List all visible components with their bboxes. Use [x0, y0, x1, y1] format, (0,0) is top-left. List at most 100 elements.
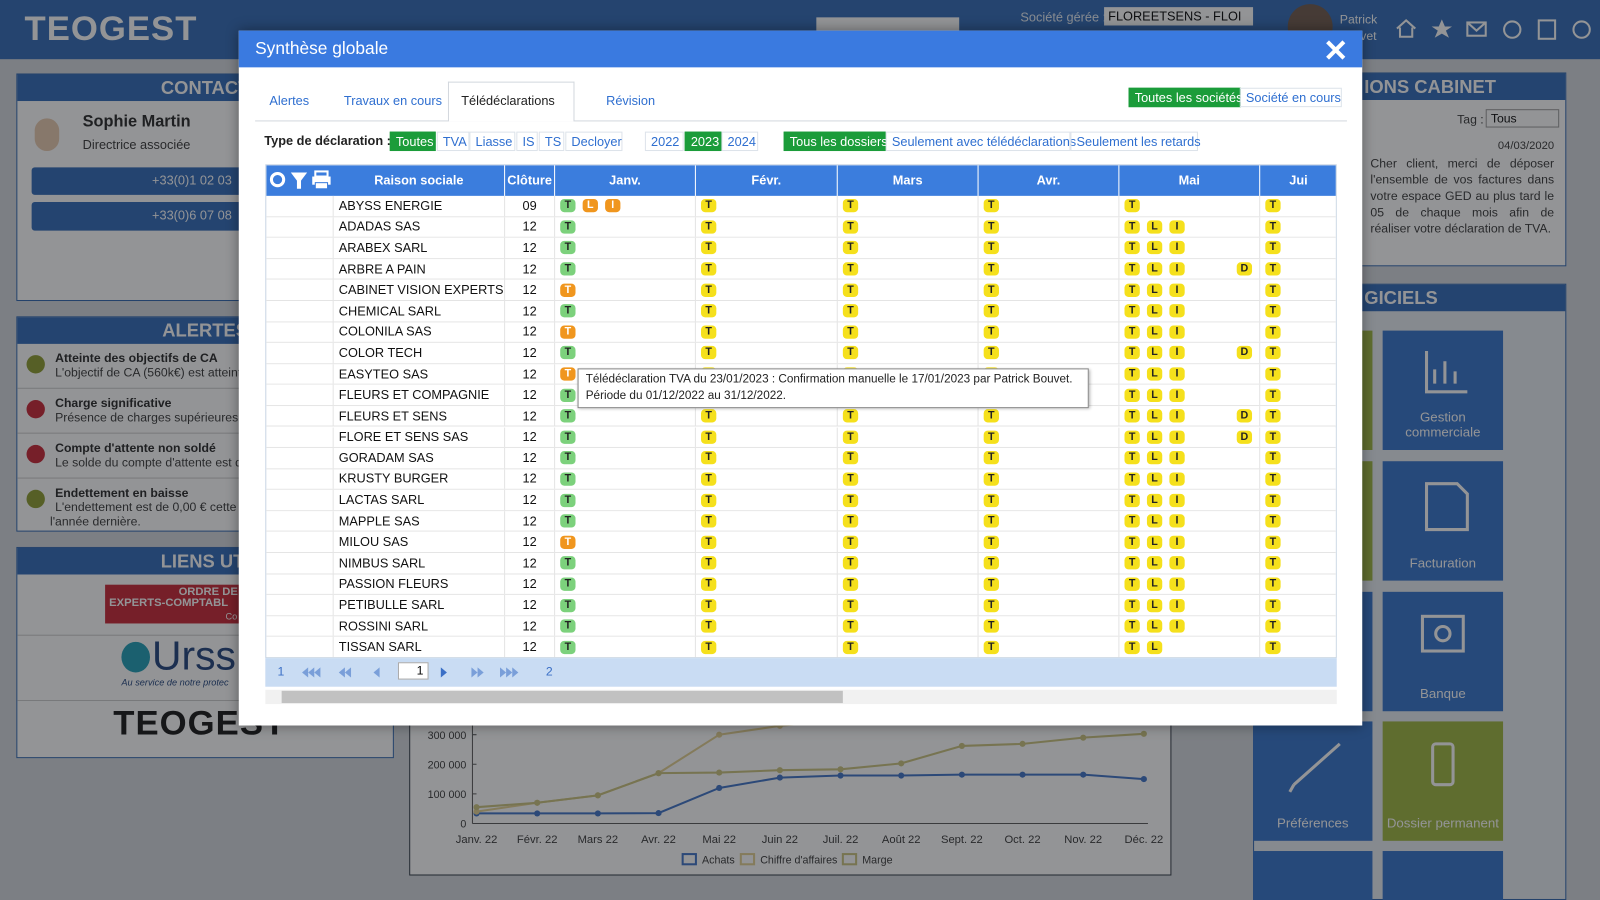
status-badge[interactable]: T: [842, 451, 859, 465]
status-badge[interactable]: T: [842, 430, 859, 444]
status-badge[interactable]: T: [842, 325, 859, 339]
status-badge[interactable]: T: [1124, 220, 1140, 234]
filter-button[interactable]: TS: [538, 131, 565, 152]
tile[interactable]: Gestion commerciale: [1382, 330, 1504, 450]
status-badge[interactable]: T: [983, 472, 999, 486]
status-badge[interactable]: L: [1146, 367, 1163, 381]
status-badge[interactable]: T: [1124, 283, 1140, 297]
status-badge[interactable]: D: [1236, 346, 1253, 360]
status-badge[interactable]: T: [560, 367, 576, 381]
status-badge[interactable]: T: [1265, 199, 1281, 213]
status-badge[interactable]: T: [983, 430, 999, 444]
status-badge[interactable]: T: [560, 472, 576, 486]
status-badge[interactable]: I: [1169, 598, 1185, 612]
page-first[interactable]: 1: [277, 664, 285, 679]
filter-button[interactable]: 2024: [721, 131, 759, 152]
status-badge[interactable]: T: [1124, 430, 1140, 444]
status-badge[interactable]: T: [1124, 619, 1140, 633]
status-badge[interactable]: T: [842, 514, 859, 528]
status-badge[interactable]: T: [560, 241, 576, 255]
status-badge[interactable]: I: [1169, 367, 1185, 381]
status-badge[interactable]: T: [560, 451, 576, 465]
status-badge[interactable]: T: [560, 283, 576, 297]
status-badge[interactable]: L: [1146, 472, 1163, 486]
status-badge[interactable]: T: [1124, 556, 1140, 570]
status-badge[interactable]: I: [1169, 241, 1185, 255]
status-badge[interactable]: T: [1265, 283, 1281, 297]
status-badge[interactable]: T: [560, 346, 576, 360]
status-badge[interactable]: T: [701, 451, 717, 465]
status-badge[interactable]: I: [1169, 619, 1185, 633]
close-button[interactable]: [1324, 39, 1346, 61]
page-last[interactable]: 2: [545, 664, 553, 679]
status-badge[interactable]: T: [1124, 514, 1140, 528]
status-badge[interactable]: D: [1236, 430, 1253, 444]
status-badge[interactable]: L: [582, 199, 598, 213]
status-badge[interactable]: T: [1265, 325, 1281, 339]
status-badge[interactable]: T: [1124, 577, 1140, 591]
status-badge[interactable]: T: [701, 535, 717, 549]
status-badge[interactable]: L: [1146, 409, 1163, 423]
filter-button[interactable]: IS: [516, 131, 538, 152]
status-badge[interactable]: T: [560, 493, 576, 507]
status-badge[interactable]: T: [701, 577, 717, 591]
status-badge[interactable]: T: [701, 493, 717, 507]
status-badge[interactable]: T: [1265, 388, 1281, 402]
status-badge[interactable]: L: [1146, 451, 1163, 465]
status-badge[interactable]: T: [1124, 451, 1140, 465]
tab[interactable]: Alertes: [269, 93, 310, 109]
filter-button[interactable]: 2022: [644, 131, 684, 152]
filter-button[interactable]: Société en cours: [1239, 87, 1342, 108]
status-badge[interactable]: T: [560, 514, 576, 528]
status-badge[interactable]: T: [983, 283, 999, 297]
status-badge[interactable]: T: [842, 283, 859, 297]
filter-button[interactable]: Decloyer: [565, 131, 623, 152]
status-badge[interactable]: T: [842, 409, 859, 423]
status-badge[interactable]: T: [701, 472, 717, 486]
tile[interactable]: Dossier permanent: [1382, 721, 1504, 841]
societe-select[interactable]: FLOREETSENS - FLOI: [1104, 7, 1254, 26]
status-badge[interactable]: I: [1169, 220, 1185, 234]
status-badge[interactable]: L: [1146, 619, 1163, 633]
status-badge[interactable]: T: [1124, 199, 1140, 213]
status-badge[interactable]: I: [1169, 472, 1185, 486]
status-badge[interactable]: D: [1236, 262, 1253, 276]
status-badge[interactable]: L: [1146, 220, 1163, 234]
status-badge[interactable]: T: [560, 199, 576, 213]
status-badge[interactable]: T: [1124, 493, 1140, 507]
status-badge[interactable]: T: [701, 241, 717, 255]
status-badge[interactable]: T: [560, 220, 576, 234]
filter-button[interactable]: Tous les dossiers: [783, 131, 888, 152]
status-badge[interactable]: T: [1124, 640, 1140, 654]
status-badge[interactable]: L: [1146, 430, 1163, 444]
status-badge[interactable]: T: [701, 556, 717, 570]
status-badge[interactable]: T: [983, 346, 999, 360]
status-badge[interactable]: T: [983, 619, 999, 633]
status-badge[interactable]: I: [1169, 493, 1185, 507]
status-badge[interactable]: T: [1124, 535, 1140, 549]
status-badge[interactable]: T: [842, 577, 859, 591]
status-badge[interactable]: T: [983, 325, 999, 339]
status-badge[interactable]: T: [1124, 367, 1140, 381]
status-badge[interactable]: T: [983, 556, 999, 570]
status-badge[interactable]: T: [701, 325, 717, 339]
status-badge[interactable]: T: [560, 619, 576, 633]
scroll-thumb[interactable]: [281, 690, 843, 704]
status-badge[interactable]: T: [983, 262, 999, 276]
status-badge[interactable]: T: [842, 220, 859, 234]
status-badge[interactable]: L: [1146, 388, 1163, 402]
status-badge[interactable]: I: [1169, 346, 1185, 360]
grid-tools[interactable]: [268, 169, 333, 191]
status-badge[interactable]: I: [1169, 556, 1185, 570]
tab[interactable]: Travaux en cours: [343, 93, 442, 109]
status-badge[interactable]: T: [983, 241, 999, 255]
status-badge[interactable]: T: [560, 325, 576, 339]
status-badge[interactable]: T: [701, 430, 717, 444]
status-badge[interactable]: I: [1169, 388, 1185, 402]
page-input[interactable]: 1: [397, 662, 429, 680]
status-badge[interactable]: L: [1146, 304, 1163, 318]
status-badge[interactable]: T: [842, 598, 859, 612]
status-badge[interactable]: T: [1265, 451, 1281, 465]
status-badge[interactable]: T: [701, 409, 717, 423]
status-badge[interactable]: T: [842, 493, 859, 507]
